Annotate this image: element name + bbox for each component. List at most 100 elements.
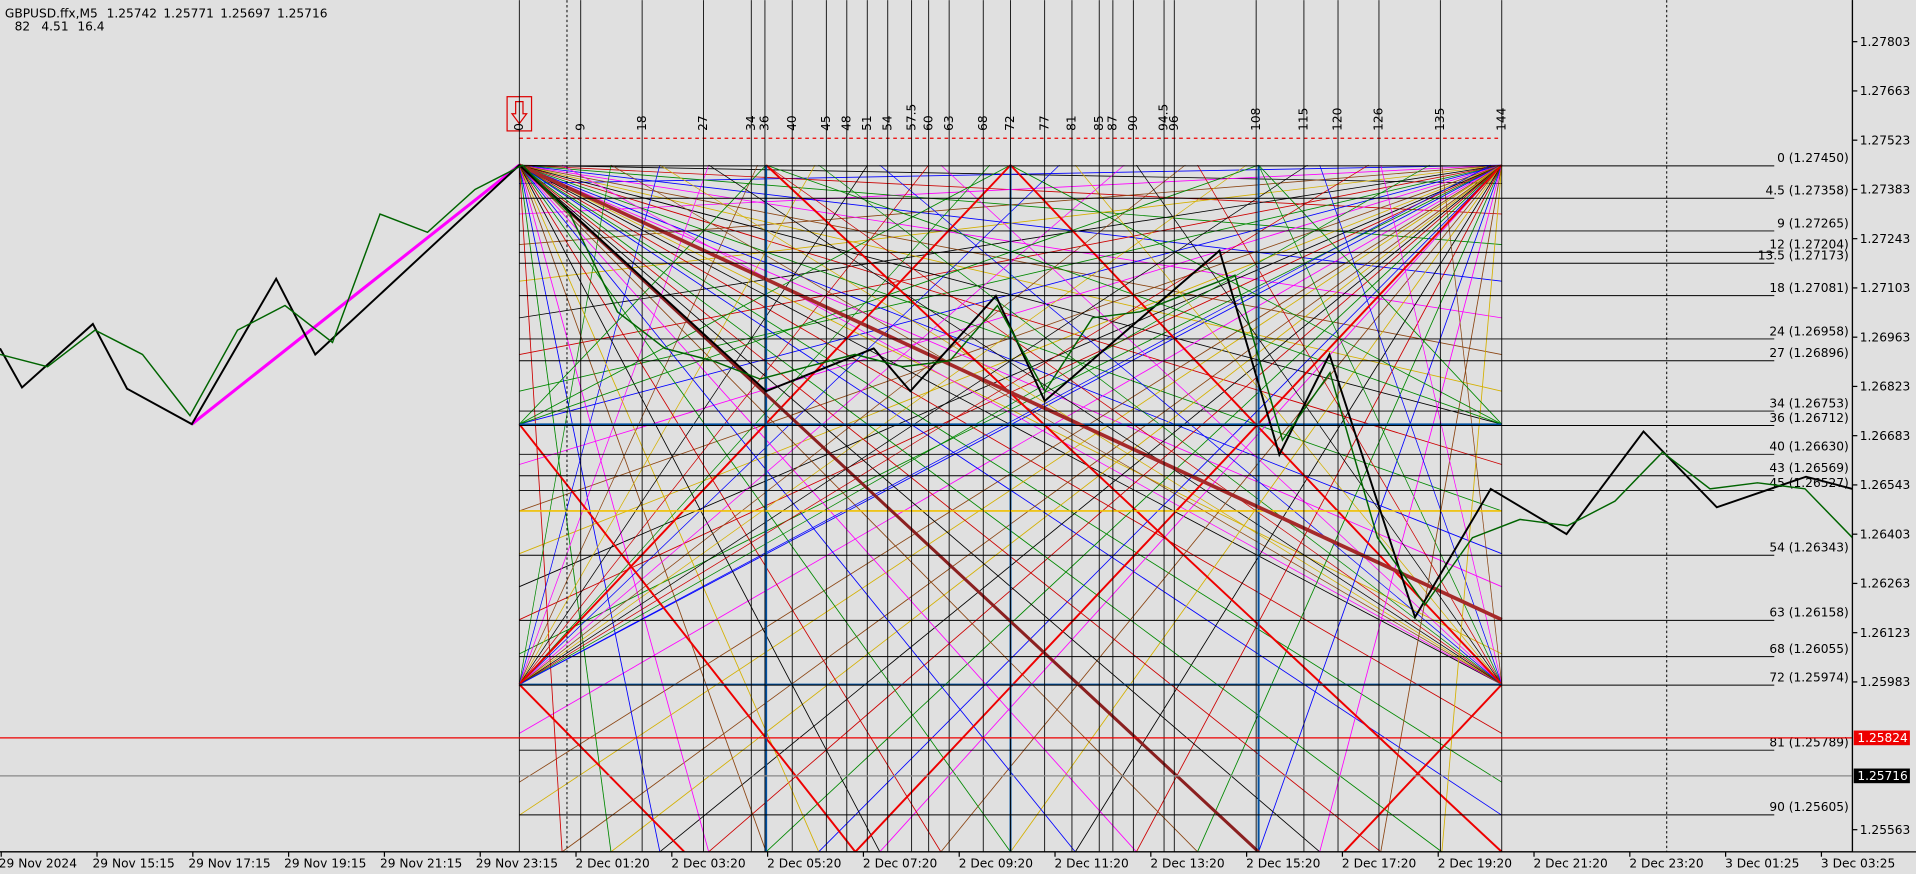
time-level-label: 54 xyxy=(880,115,894,131)
time-label: 29 Nov 19:15 xyxy=(284,857,366,871)
gann-square xyxy=(518,683,685,853)
time-level-label: 63 xyxy=(942,115,956,131)
price-tick-label: 1.26823 xyxy=(1860,380,1910,394)
time-level-label: 120 xyxy=(1331,108,1345,131)
arrow-icon xyxy=(510,100,528,125)
price-line xyxy=(0,164,1853,607)
time-level-label: 72 xyxy=(1003,115,1017,131)
price-tick-label: 1.26263 xyxy=(1860,577,1910,591)
time-label: 3 Dec 01:25 xyxy=(1725,857,1799,871)
price-tick-label: 1.26123 xyxy=(1860,626,1910,640)
time-level-label: 51 xyxy=(860,115,874,131)
time-label: 2 Dec 15:20 xyxy=(1246,857,1320,871)
price-tick-label: 1.26963 xyxy=(1860,330,1910,344)
price-axis-bg xyxy=(1853,0,1916,874)
time-level-label: 40 xyxy=(785,115,799,131)
time-level-label: 77 xyxy=(1037,115,1051,131)
time-level-label: 87 xyxy=(1106,115,1120,131)
indicator-line: 82 4.51 16.4 xyxy=(15,20,105,34)
time-label: 2 Dec 03:20 xyxy=(671,857,745,871)
level-label: 27 (1.26896) xyxy=(1769,346,1848,360)
level-label: 45 (1.26527) xyxy=(1769,476,1848,490)
bid-label-bg xyxy=(1853,768,1910,784)
indicator: 82 xyxy=(15,20,31,34)
time-label: 2 Dec 21:20 xyxy=(1534,857,1608,871)
time-level-label: 90 xyxy=(1126,115,1140,131)
open: 1.25742 xyxy=(107,6,157,20)
gann-square xyxy=(518,423,857,853)
time-level-label: 108 xyxy=(1249,108,1263,131)
price-tick-label: 1.25983 xyxy=(1860,675,1910,689)
price-tick-label: 1.27103 xyxy=(1860,281,1910,295)
time-level-label: 48 xyxy=(839,115,853,131)
time-label: 29 Nov 15:15 xyxy=(93,857,175,871)
time-level-label: 34 xyxy=(744,115,758,131)
time-level-label: 144 xyxy=(1494,107,1508,131)
time-level-label: 135 xyxy=(1433,108,1447,131)
level-label: 81 (1.25789) xyxy=(1769,736,1848,750)
price-tick-label: 1.26403 xyxy=(1860,527,1910,541)
time-level-label: 18 xyxy=(635,115,649,131)
time-level-label: 96 xyxy=(1167,115,1181,131)
indicator: 4.51 xyxy=(41,20,68,34)
time-level-label: 57.5 xyxy=(904,104,918,131)
time-level-label: 81 xyxy=(1065,115,1079,131)
price-tick-label: 1.25563 xyxy=(1860,823,1910,837)
bid-label: 1.25716 xyxy=(1857,769,1907,783)
time-label: 29 Nov 17:15 xyxy=(188,857,270,871)
time-label: 2 Dec 01:20 xyxy=(576,857,650,871)
gann-square xyxy=(1343,683,1503,853)
level-label: 34 (1.26753) xyxy=(1769,396,1848,410)
level-label: 0 (1.27450) xyxy=(1777,151,1849,165)
time-label: 2 Dec 05:20 xyxy=(767,857,841,871)
time-label: 2 Dec 23:20 xyxy=(1629,857,1703,871)
gann-fan xyxy=(519,164,767,425)
price-tick-label: 1.27803 xyxy=(1860,35,1910,49)
level-label: 4.5 (1.27358) xyxy=(1766,184,1849,198)
time-level-label: 27 xyxy=(696,115,710,131)
symbol: GBPUSD.ffx,M5 xyxy=(5,6,98,20)
ask-label: 1.25824 xyxy=(1857,731,1908,745)
level-label: 63 (1.26158) xyxy=(1769,606,1848,620)
price-tick-label: 1.26543 xyxy=(1860,478,1910,492)
header: GBPUSD.ffx,M5 1.25742 1.25771 1.25697 1.… xyxy=(5,6,328,33)
time-level-label: 126 xyxy=(1372,108,1386,131)
magenta-line xyxy=(190,163,521,426)
time-label: 2 Dec 11:20 xyxy=(1055,857,1129,871)
level-label: 54 (1.26343) xyxy=(1769,541,1848,555)
level-label: 43 (1.26569) xyxy=(1769,461,1848,475)
level-label: 18 (1.27081) xyxy=(1769,281,1848,295)
level-label: 36 (1.26712) xyxy=(1769,411,1848,425)
time-level-label: 94.5 xyxy=(1157,104,1171,131)
time-level-label: 9 xyxy=(573,123,587,131)
time-label: 2 Dec 07:20 xyxy=(863,857,937,871)
header-line: GBPUSD.ffx,M5 1.25742 1.25771 1.25697 1.… xyxy=(5,6,328,20)
time-label: 29 Nov 21:15 xyxy=(380,857,462,871)
time-label: 2 Dec 17:20 xyxy=(1342,857,1416,871)
time-level-label: 115 xyxy=(1297,108,1311,131)
level-label: 12 (1.27204) xyxy=(1769,238,1848,252)
time-label: 3 Dec 03:25 xyxy=(1821,857,1895,871)
low: 1.25697 xyxy=(220,6,270,20)
level-label: 13.5 (1.27173) xyxy=(1758,249,1849,263)
time-label: 2 Dec 09:20 xyxy=(959,857,1033,871)
time-level-label: 36 xyxy=(758,115,772,131)
price-tick-label: 1.27523 xyxy=(1860,133,1910,147)
time-label: 2 Dec 13:20 xyxy=(1150,857,1224,871)
level-label: 24 (1.26958) xyxy=(1769,324,1848,338)
level-label: 72 (1.25974) xyxy=(1769,670,1848,684)
close: 1.25716 xyxy=(277,6,327,20)
time-level-label: 45 xyxy=(819,115,833,131)
time-axis-bg xyxy=(0,852,1916,874)
high: 1.25771 xyxy=(163,6,213,20)
level-label: 9 (1.27265) xyxy=(1777,216,1849,230)
time-level-label: 60 xyxy=(921,115,935,131)
level-label: 68 (1.26055) xyxy=(1769,642,1848,656)
level-label: 40 (1.26630) xyxy=(1769,440,1848,454)
time-label: 29 Nov 23:15 xyxy=(476,857,558,871)
price-tick-label: 1.26683 xyxy=(1860,429,1910,443)
time-level-label: 0 xyxy=(512,123,526,131)
